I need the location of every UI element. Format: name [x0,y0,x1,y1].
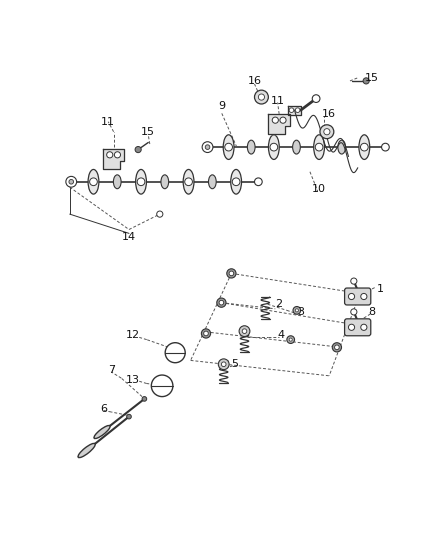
Ellipse shape [231,169,241,194]
Circle shape [90,178,97,185]
Circle shape [142,397,147,401]
Circle shape [218,359,229,370]
Circle shape [363,78,369,84]
Polygon shape [103,149,124,168]
Text: 15: 15 [364,73,378,83]
Circle shape [289,108,294,112]
Circle shape [221,362,226,367]
Circle shape [114,152,120,158]
Ellipse shape [78,443,95,458]
Ellipse shape [359,135,370,159]
Ellipse shape [183,169,194,194]
Circle shape [349,324,355,330]
Circle shape [289,338,292,341]
Text: 16: 16 [322,109,336,119]
Text: 1: 1 [377,284,384,294]
Circle shape [295,108,300,112]
Circle shape [360,143,368,151]
Text: 15: 15 [141,127,155,137]
Circle shape [361,324,367,330]
Circle shape [232,178,240,185]
Circle shape [107,152,113,158]
Text: 11: 11 [271,96,285,106]
Circle shape [137,178,145,185]
Text: 3: 3 [297,307,304,317]
Ellipse shape [88,169,99,194]
Circle shape [165,343,185,363]
Text: 8: 8 [368,307,375,317]
Ellipse shape [247,140,255,154]
Circle shape [315,143,323,151]
Circle shape [381,143,389,151]
Text: 11: 11 [101,117,115,127]
Text: 5: 5 [231,359,238,369]
Ellipse shape [94,425,110,439]
Ellipse shape [223,135,234,159]
FancyBboxPatch shape [345,288,371,305]
Ellipse shape [136,169,146,194]
Circle shape [335,345,339,350]
Circle shape [127,414,131,419]
Circle shape [293,306,301,314]
Circle shape [280,117,286,123]
Text: 6: 6 [100,404,107,414]
Circle shape [66,176,77,187]
Circle shape [204,331,208,336]
Circle shape [254,90,268,104]
Text: 4: 4 [277,330,284,340]
Circle shape [201,329,211,338]
Circle shape [270,143,278,151]
Text: 2: 2 [276,299,283,309]
Circle shape [287,336,294,343]
Circle shape [351,278,357,284]
Circle shape [229,271,234,276]
Circle shape [272,117,279,123]
Polygon shape [288,106,301,115]
Circle shape [135,147,141,152]
Circle shape [312,95,320,102]
Ellipse shape [268,135,279,159]
Ellipse shape [314,135,325,159]
Circle shape [258,94,265,100]
Text: 16: 16 [247,76,261,86]
Circle shape [295,309,298,312]
Text: 9: 9 [218,101,225,111]
Ellipse shape [113,175,121,189]
Circle shape [349,294,355,300]
Ellipse shape [208,175,216,189]
Circle shape [227,269,236,278]
Ellipse shape [293,140,300,154]
Circle shape [351,309,357,315]
Circle shape [239,326,250,336]
Circle shape [225,143,233,151]
Ellipse shape [338,140,346,154]
Circle shape [361,294,367,300]
Text: 12: 12 [126,330,140,340]
Circle shape [69,180,74,184]
Circle shape [219,301,224,305]
Text: 14: 14 [122,232,136,242]
Circle shape [202,142,213,152]
Circle shape [205,145,210,149]
Text: 10: 10 [312,184,326,193]
Circle shape [320,125,334,139]
Text: 13: 13 [126,375,140,385]
Circle shape [157,211,163,217]
Circle shape [254,178,262,185]
Polygon shape [268,114,290,134]
Ellipse shape [161,175,169,189]
Circle shape [242,329,247,334]
Text: 7: 7 [108,366,115,375]
Circle shape [332,343,342,352]
Circle shape [324,128,330,135]
FancyBboxPatch shape [345,319,371,336]
Circle shape [151,375,173,397]
Circle shape [217,298,226,308]
Circle shape [185,178,192,185]
